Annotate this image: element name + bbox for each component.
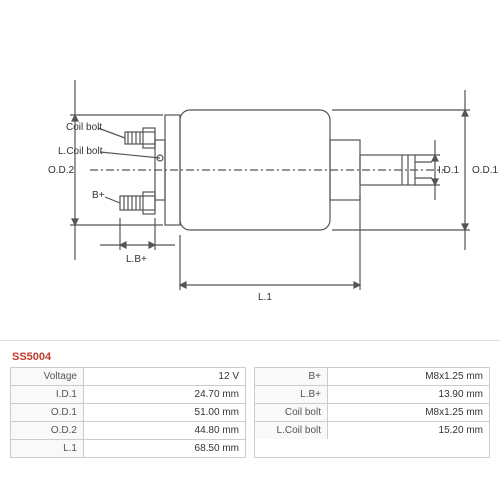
spec-row: L.B+13.90 mm	[255, 386, 489, 404]
label-lcoil-bolt: L.Coil bolt	[58, 146, 103, 157]
spec-value: 15.20 mm	[328, 422, 489, 439]
spec-value: 68.50 mm	[84, 440, 245, 457]
label-id1: I.D.1	[438, 165, 460, 176]
label-od2: O.D.2	[48, 165, 75, 176]
spec-value: M8x1.25 mm	[328, 404, 489, 421]
spec-label: I.D.1	[11, 386, 84, 403]
spec-table-left: Voltage12 VI.D.124.70 mmO.D.151.00 mmO.D…	[10, 367, 246, 458]
spec-label: L.Coil bolt	[255, 422, 328, 439]
spec-value: 44.80 mm	[84, 422, 245, 439]
spec-label: O.D.1	[11, 404, 84, 421]
spec-label: L.1	[11, 440, 84, 457]
label-lbplus: L.B+	[126, 254, 147, 265]
label-bplus: B+	[92, 190, 105, 201]
part-number: SS5004	[10, 345, 490, 367]
spec-table-right: B+M8x1.25 mmL.B+13.90 mmCoil boltM8x1.25…	[254, 367, 490, 458]
spec-value: M8x1.25 mm	[328, 368, 489, 385]
spec-label: Coil bolt	[255, 404, 328, 421]
spec-tables: SS5004 Voltage12 VI.D.124.70 mmO.D.151.0…	[0, 341, 500, 468]
spec-row: Voltage12 V	[11, 368, 245, 386]
spec-value: 24.70 mm	[84, 386, 245, 403]
spec-row: L.168.50 mm	[11, 440, 245, 457]
spec-row: O.D.244.80 mm	[11, 422, 245, 440]
label-coil-bolt: Coil bolt	[66, 122, 102, 133]
technical-drawing: Coil bolt L.Coil bolt B+ L.B+ L.1 O.D.2 …	[0, 0, 500, 341]
spec-label: B+	[255, 368, 328, 385]
spec-row: I.D.124.70 mm	[11, 386, 245, 404]
spec-value: 13.90 mm	[328, 386, 489, 403]
label-od1: O.D.1	[472, 165, 499, 176]
spec-row: L.Coil bolt15.20 mm	[255, 422, 489, 439]
label-l1: L.1	[258, 292, 272, 303]
spec-value: 12 V	[84, 368, 245, 385]
spec-label: L.B+	[255, 386, 328, 403]
spec-row: B+M8x1.25 mm	[255, 368, 489, 386]
spec-value: 51.00 mm	[84, 404, 245, 421]
spec-row: O.D.151.00 mm	[11, 404, 245, 422]
spec-row: Coil boltM8x1.25 mm	[255, 404, 489, 422]
spec-label: Voltage	[11, 368, 84, 385]
spec-label: O.D.2	[11, 422, 84, 439]
